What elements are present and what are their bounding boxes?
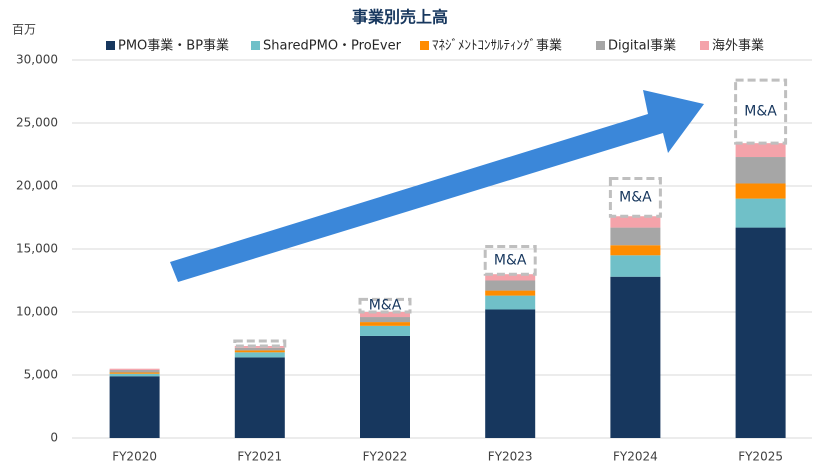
y-tick-label: 15,000 <box>16 242 58 256</box>
bar-segment <box>360 322 410 326</box>
bar-segment <box>485 309 536 438</box>
bar-segment <box>485 280 536 291</box>
bar-segment <box>610 216 661 228</box>
bar-segment <box>485 274 536 281</box>
ma-label: M&A <box>369 298 402 314</box>
growth-arrow <box>170 90 704 282</box>
legend-label: SharedPMO・ProEver <box>263 39 402 54</box>
bar-segment <box>610 276 661 438</box>
bar-segment <box>234 352 285 358</box>
legend-label: ﾏﾈｼﾞﾒﾝﾄｺﾝｻﾙﾃｨﾝｸﾞ事業 <box>432 38 562 54</box>
bar-segment <box>360 312 410 318</box>
x-tick-label: FY2025 <box>738 450 783 462</box>
bar-segment <box>610 227 661 246</box>
legend-swatch <box>106 41 115 50</box>
bar-segment <box>360 335 410 438</box>
x-tick-label: FY2020 <box>112 450 157 462</box>
legend-swatch <box>251 41 260 50</box>
ma-label: M&A <box>744 104 777 120</box>
ma-box <box>734 78 788 145</box>
ma-box <box>483 244 537 276</box>
bar-segment <box>610 245 661 256</box>
bar-segment <box>735 143 786 158</box>
unit-label: 百万 <box>12 23 36 37</box>
legend-label: 海外事業 <box>712 38 764 54</box>
legend-swatch <box>420 41 429 50</box>
ma-label: M&A <box>494 252 527 268</box>
bar-segment <box>610 255 661 277</box>
ma-box <box>608 176 662 218</box>
bar-segment <box>360 325 410 336</box>
y-tick-label: 20,000 <box>16 179 58 193</box>
y-tick-label: 30,000 <box>16 53 58 67</box>
ma-box <box>233 339 287 348</box>
bar-segment <box>109 373 160 377</box>
ma-box <box>358 297 412 314</box>
legend-label: Digital事業 <box>608 38 676 54</box>
bar-segment <box>234 357 285 438</box>
plot: 0 5,000 10,000 15,000 20,000 25,000 30,000 PMO事… <box>16 38 812 462</box>
y-tick-label: 10,000 <box>16 305 58 319</box>
bar-segment <box>735 198 786 228</box>
bar-segment <box>735 227 786 438</box>
bar-segment <box>109 376 160 438</box>
bar-segment <box>234 350 285 353</box>
bar-segment <box>735 157 786 184</box>
ma-label: M&A <box>619 189 652 205</box>
chart-title: 事業別売上高 <box>352 8 448 27</box>
legend-swatch <box>700 41 709 50</box>
y-tick-label: 25,000 <box>16 116 58 130</box>
legend-swatch <box>596 41 605 50</box>
legend-label: PMO事業・BP事業 <box>118 38 229 54</box>
bar-segment <box>735 183 786 199</box>
y-tick-label: 5,000 <box>24 368 58 382</box>
bar-segment <box>234 346 285 348</box>
x-tick-label: FY2023 <box>488 450 533 462</box>
bar-segment <box>360 317 410 323</box>
y-tick-label: 0 <box>50 431 58 445</box>
bar-segment <box>485 295 536 310</box>
x-tick-label: FY2021 <box>237 450 282 462</box>
bar-segment <box>109 372 160 374</box>
bar-segment <box>234 347 285 351</box>
bar-segment <box>109 368 160 370</box>
x-tick-label: FY2022 <box>363 450 408 462</box>
bar-segment <box>485 290 536 296</box>
bar-segment <box>109 369 160 373</box>
x-tick-label: FY2024 <box>613 450 658 462</box>
